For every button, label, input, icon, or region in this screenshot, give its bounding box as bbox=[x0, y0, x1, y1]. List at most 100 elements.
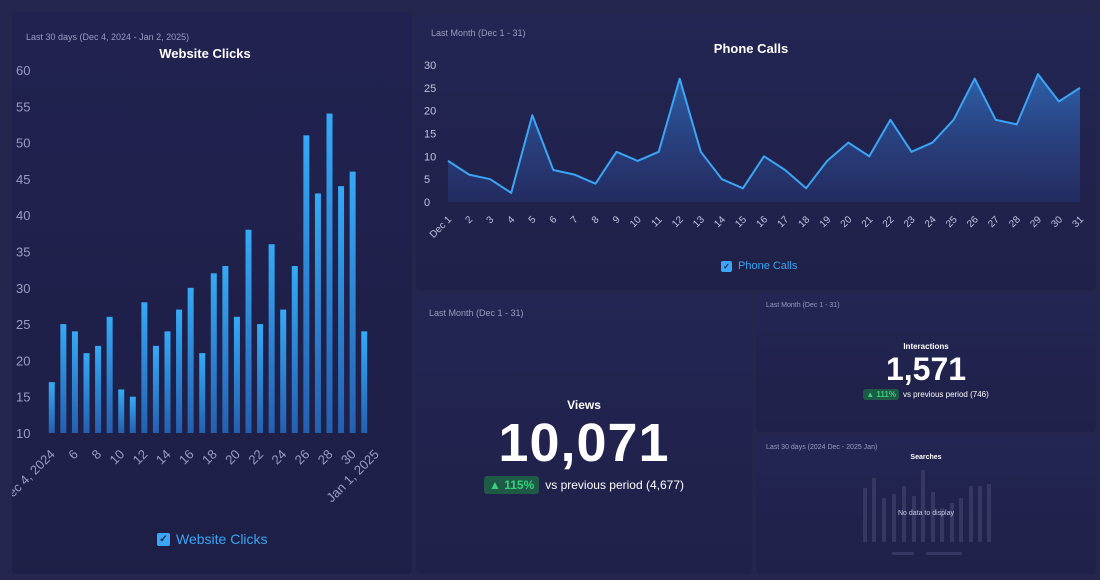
widget-date-range: Last Month (Dec 1 - 31) bbox=[766, 302, 840, 309]
bar bbox=[164, 331, 171, 433]
bar bbox=[83, 353, 90, 433]
y-tick-label: 50 bbox=[16, 136, 30, 151]
x-tick-label: 24 bbox=[923, 214, 939, 230]
y-tick-label: 15 bbox=[424, 129, 436, 141]
phone-calls-widget: Last Month (Dec 1 - 31) Phone Calls 0 5 10… bbox=[416, 14, 1096, 290]
legend-website-clicks[interactable]: ✓ Website Clicks bbox=[157, 531, 268, 547]
placeholder-bar bbox=[902, 486, 906, 542]
x-tick-label: 14 bbox=[153, 447, 174, 468]
comparison-text: vs previous period (746) bbox=[902, 390, 989, 399]
x-tick-label: 12 bbox=[670, 214, 686, 230]
y-tick-label: 15 bbox=[16, 390, 30, 405]
searches-widget: Last 30 days (2024 Dec - 2025 Jan) Searc… bbox=[756, 436, 1096, 574]
x-tick-label: 6 bbox=[548, 214, 560, 226]
bar bbox=[257, 324, 264, 433]
y-tick-label: 5 bbox=[424, 174, 430, 186]
x-tick-label: 20 bbox=[839, 214, 855, 230]
placeholder-chart bbox=[863, 470, 991, 555]
interactions-comparison: ▲ 111% vs previous period (746) bbox=[756, 389, 1096, 400]
x-tick-label: 5 bbox=[527, 214, 539, 226]
x-tick-label: 15 bbox=[733, 214, 749, 230]
x-tick-label: 18 bbox=[797, 214, 813, 230]
x-tick-label: 16 bbox=[754, 214, 770, 230]
views-comparison: ▲ 115% vs previous period (4,677) bbox=[416, 476, 752, 494]
widget-title: Website Clicks bbox=[159, 46, 251, 61]
bar bbox=[268, 244, 275, 433]
widget-date-range: Last 30 days (Dec 4, 2024 - Jan 2, 2025) bbox=[26, 32, 190, 42]
x-tick-label: 8 bbox=[590, 214, 602, 226]
bar bbox=[187, 287, 194, 433]
y-tick-label: 30 bbox=[16, 281, 30, 296]
placeholder-bar bbox=[912, 496, 916, 542]
x-tick-label: 21 bbox=[860, 214, 876, 230]
x-tick-label: 10 bbox=[106, 447, 127, 468]
legend-phone-calls[interactable]: ✓ Phone Calls bbox=[721, 260, 797, 272]
widget-date-range: Last 30 days (2024 Dec - 2025 Jan) bbox=[766, 444, 878, 451]
placeholder-bar bbox=[892, 494, 896, 542]
area-fill bbox=[448, 74, 1080, 202]
bar bbox=[71, 331, 78, 433]
x-tick-label: 16 bbox=[176, 447, 197, 468]
y-tick-label: 55 bbox=[16, 99, 30, 114]
y-tick-label: 10 bbox=[16, 426, 30, 441]
x-tick-label: 11 bbox=[650, 214, 665, 229]
x-tick-label: 10 bbox=[628, 214, 644, 230]
views-widget: Last Month (Dec 1 - 31) Views 10,071 ▲ 1… bbox=[416, 294, 752, 574]
placeholder-bar bbox=[987, 484, 991, 542]
bar bbox=[141, 302, 148, 433]
placeholder-bar bbox=[882, 498, 886, 542]
interactions-value: 1,571 bbox=[885, 351, 967, 387]
y-tick-label: 20 bbox=[424, 106, 436, 118]
y-tick-label: 20 bbox=[16, 353, 30, 368]
x-tick-label: 4 bbox=[506, 214, 518, 226]
x-tick-label: 8 bbox=[88, 447, 104, 463]
change-badge: ▲ 111% bbox=[863, 389, 899, 400]
bar bbox=[338, 186, 345, 433]
series-line bbox=[447, 73, 1081, 194]
placeholder-bar bbox=[959, 498, 963, 542]
x-tick-label: Dec 4, 2024 bbox=[12, 447, 58, 507]
bar bbox=[349, 171, 356, 433]
x-tick-label: 26 bbox=[965, 214, 981, 230]
checkbox-icon: ✓ bbox=[721, 260, 732, 272]
x-tick-label: 28 bbox=[315, 447, 336, 468]
placeholder-legend bbox=[926, 552, 962, 555]
legend-label: Phone Calls bbox=[738, 260, 798, 272]
y-tick-label: 10 bbox=[424, 151, 436, 163]
placeholder-bar bbox=[863, 488, 867, 542]
x-tick-label: 29 bbox=[1028, 214, 1044, 230]
x-tick-label: 28 bbox=[1007, 214, 1023, 230]
x-tick-label: 20 bbox=[222, 447, 243, 468]
x-tick-label: 2 bbox=[463, 214, 475, 226]
y-tick-label: 25 bbox=[16, 317, 30, 332]
placeholder-bar bbox=[950, 503, 954, 542]
x-tick-label: 26 bbox=[292, 447, 313, 468]
bar bbox=[314, 193, 321, 433]
widget-title: Phone Calls bbox=[713, 41, 789, 56]
x-tick-label: 17 bbox=[776, 214, 792, 230]
bar bbox=[210, 273, 217, 433]
widget-title: Searches bbox=[910, 454, 942, 461]
widget-date-range: Last Month (Dec 1 - 31) bbox=[429, 308, 524, 318]
bar bbox=[233, 316, 240, 433]
checkbox-icon: ✓ bbox=[157, 532, 170, 546]
y-tick-label: 35 bbox=[16, 245, 30, 260]
bar bbox=[361, 331, 368, 433]
placeholder-bar bbox=[940, 508, 944, 542]
widget-title: Views bbox=[567, 398, 601, 412]
x-tick-label: 25 bbox=[944, 214, 960, 230]
y-tick-label: 60 bbox=[16, 63, 30, 78]
widget-title: Interactions bbox=[903, 342, 949, 351]
legend-label: Website Clicks bbox=[176, 531, 268, 547]
bar bbox=[245, 229, 252, 433]
bar bbox=[118, 389, 125, 433]
placeholder-bar bbox=[978, 486, 982, 542]
placeholder-bar bbox=[931, 492, 935, 542]
x-tick-label: 24 bbox=[268, 447, 289, 468]
x-tick-label: 19 bbox=[818, 214, 834, 230]
x-tick-label: 13 bbox=[691, 214, 707, 230]
placeholder-legend bbox=[892, 552, 914, 555]
bar bbox=[326, 113, 333, 433]
